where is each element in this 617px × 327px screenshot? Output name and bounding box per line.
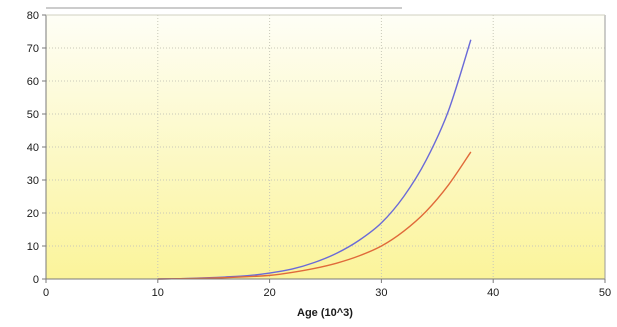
x-axis-title: Age (10^3)	[297, 307, 353, 319]
y-tick-label: 40	[27, 142, 39, 154]
x-tick-label: 40	[487, 287, 499, 299]
y-tick-label: 0	[33, 274, 39, 286]
y-tick-label: 30	[27, 175, 39, 187]
series-line-2	[157, 151, 472, 280]
y-tick-label: 70	[27, 43, 39, 55]
x-tick-label: 10	[152, 287, 164, 299]
x-tick-label: 20	[263, 287, 275, 299]
y-tick-label: 80	[27, 10, 39, 22]
y-tick-label: 10	[27, 241, 39, 253]
x-tick-label: 50	[599, 287, 611, 299]
y-tick-label: 50	[27, 109, 39, 121]
x-tick-label: 30	[375, 287, 387, 299]
y-tick-label: 60	[27, 76, 39, 88]
x-tick-label: 0	[43, 287, 49, 299]
y-tick-label: 20	[27, 208, 39, 220]
